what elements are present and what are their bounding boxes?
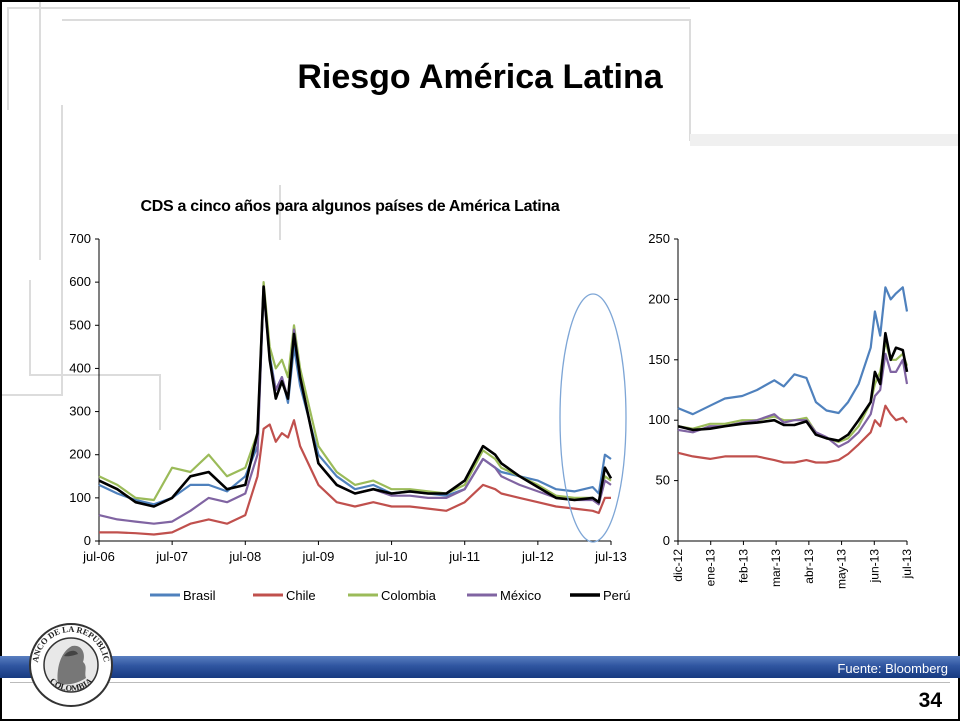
y-tick-label: 200 (648, 291, 670, 306)
y-tick-label: 0 (663, 533, 670, 548)
x-tick-label: jul-10 (375, 549, 408, 564)
y-tick-label: 300 (69, 404, 91, 419)
series-line-mexico (677, 352, 909, 448)
x-tick-label: jul-11 (448, 549, 480, 564)
y-tick-label: 0 (84, 533, 91, 548)
y-tick-label: 250 (648, 231, 670, 246)
x-tick-label: feb-13 (736, 549, 750, 583)
x-tick-label: jul-09 (302, 549, 335, 564)
legend-label: México (500, 588, 541, 603)
legend-label: Colombia (381, 588, 437, 603)
y-tick-label: 700 (69, 231, 91, 246)
series-line-colombia (98, 281, 612, 504)
x-tick-label: jul-13 (594, 549, 627, 564)
legend-label: Brasil (183, 588, 216, 603)
x-tick-label: jul-07 (155, 549, 188, 564)
x-tick-label: ene-13 (704, 549, 718, 587)
x-tick-label: jul-08 (228, 549, 261, 564)
page-number: 34 (918, 689, 942, 712)
x-tick-label: abr-13 (802, 549, 816, 584)
legend-label: Perú (603, 588, 630, 603)
y-tick-label: 100 (69, 490, 91, 505)
y-tick-label: 600 (69, 274, 91, 289)
footer-divider (10, 682, 950, 683)
y-tick-label: 500 (69, 317, 91, 332)
y-tick-label: 50 (656, 473, 670, 488)
series-line-peru (677, 331, 909, 443)
chart-title: CDS a cinco años para algunos países de … (140, 198, 560, 215)
x-tick-label: jul-06 (82, 549, 115, 564)
x-tick-label: mar-13 (769, 549, 783, 587)
y-tick-label: 150 (648, 352, 670, 367)
banco-republica-seal: BANCO DE LA REPUBLICA COLOMBIA (28, 622, 113, 707)
series-line-chile (99, 419, 611, 536)
y-tick-label: 200 (69, 447, 91, 462)
slide-title: Riesgo América Latina (297, 58, 663, 96)
x-tick-label: jul-13 (900, 549, 914, 580)
y-tick-label: 100 (648, 412, 670, 427)
zoom-plot-area: 0 50 100 150 200 250 dic-12 ene-13 feb-13 mar-13 a… (648, 231, 914, 589)
legend: Brasil Chile Colombia México Perú (150, 588, 630, 603)
footer-bar (0, 656, 960, 678)
series-line-brasil (98, 289, 612, 506)
x-tick-label: dic-12 (671, 549, 685, 582)
x-tick-label: may-13 (835, 549, 849, 589)
legend-label: Chile (286, 588, 316, 603)
y-tick-label: 400 (69, 360, 91, 375)
x-tick-label: jun-13 (867, 549, 881, 584)
series-line-chile (677, 404, 908, 464)
x-tick-label: jul-12 (521, 549, 554, 564)
source-note: Fuente: Bloomberg (837, 661, 948, 676)
highlight-ellipse (559, 293, 627, 543)
series-line-peru (98, 285, 613, 508)
main-plot-area: 0 100 200 300 400 500 600 700 jul-06 jul-07 jul-08… (69, 231, 627, 564)
series-line-brasil (677, 286, 909, 416)
